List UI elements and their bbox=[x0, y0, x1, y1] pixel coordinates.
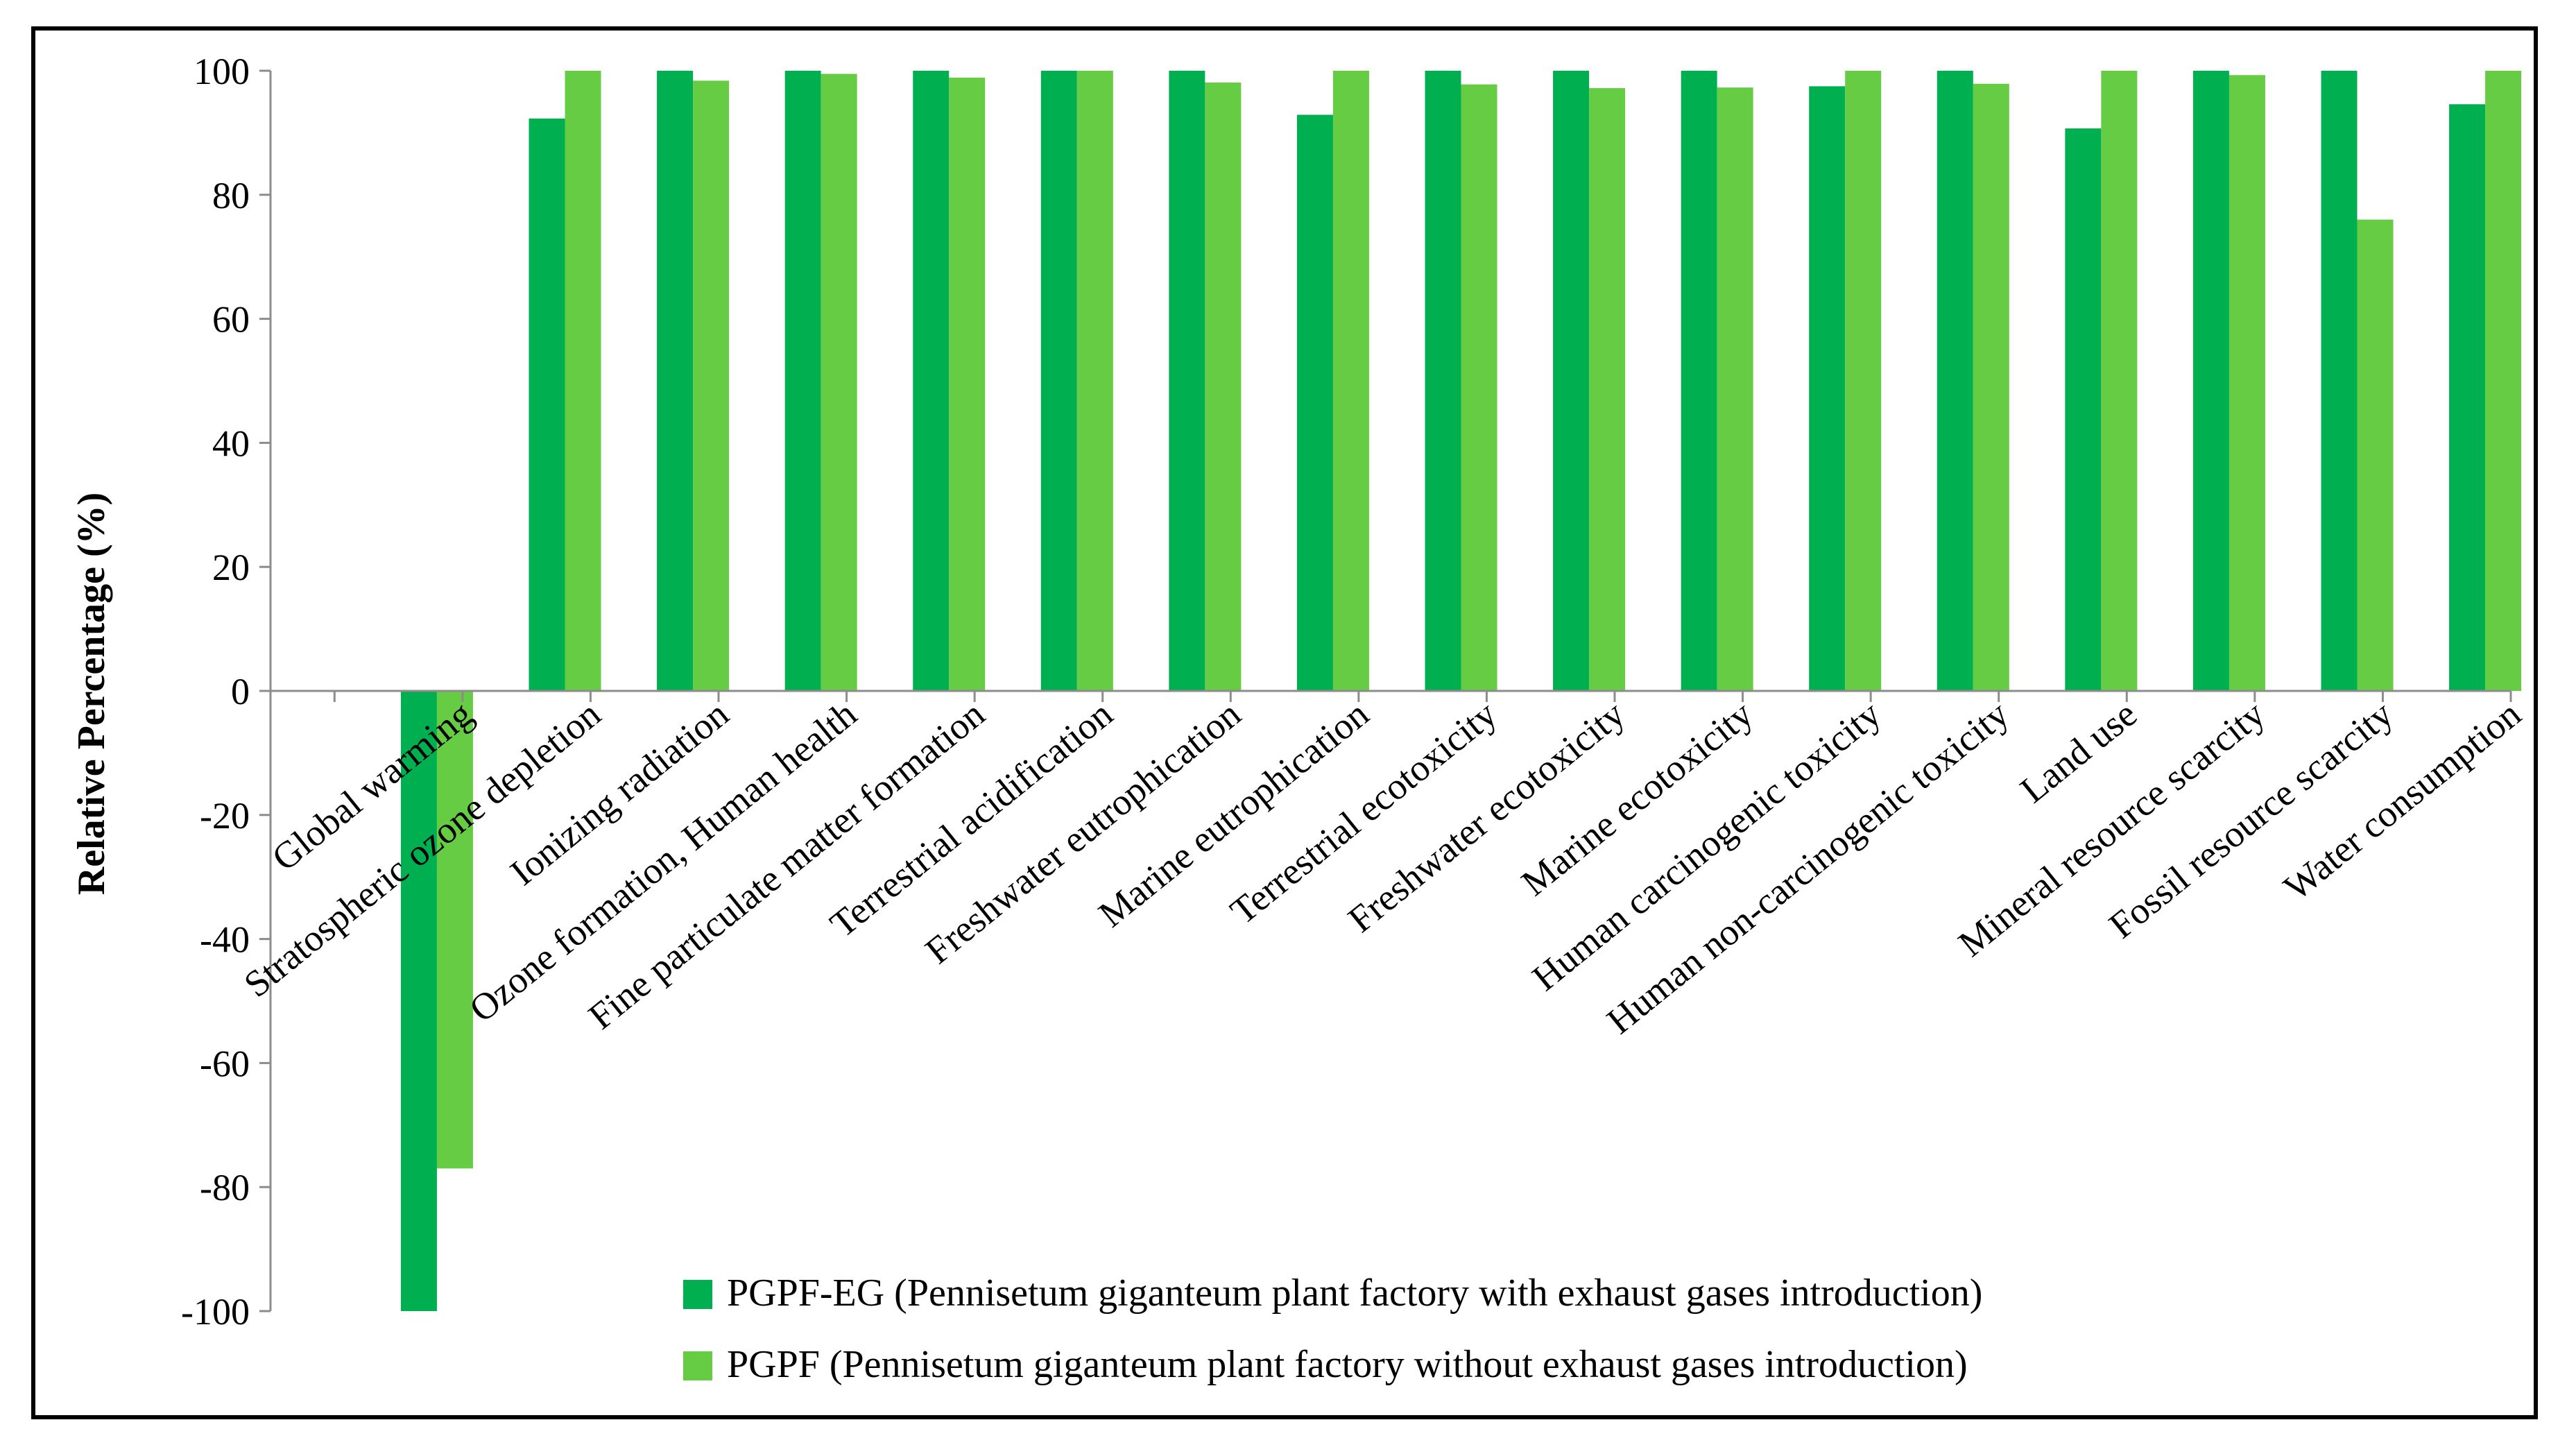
y-tick-label: 100 bbox=[194, 51, 250, 92]
bar-series-0-12 bbox=[1937, 71, 1973, 691]
y-tick-label: 60 bbox=[212, 299, 250, 341]
bar-series-1-8 bbox=[1461, 84, 1497, 692]
category-label: Ionizing radiation bbox=[502, 693, 736, 893]
bar-series-0-13 bbox=[2065, 128, 2102, 692]
legend-label-pgpf: PGPF (Pennisetum giganteum plant factory… bbox=[727, 1343, 1968, 1386]
legend: PGPF-EG (Pennisetum giganteum plant fact… bbox=[683, 1272, 1982, 1386]
bar-series-0-15 bbox=[2321, 71, 2358, 691]
bar-series-0-6 bbox=[1169, 71, 1205, 691]
bar-series-1-1 bbox=[565, 71, 601, 691]
category-label: Water consumption bbox=[2276, 693, 2528, 909]
bar-series-0-8 bbox=[1425, 71, 1461, 691]
category-label: Marine ecotoxicity bbox=[1513, 693, 1760, 904]
bar-series-0-4 bbox=[913, 71, 950, 691]
legend-swatch-pgpf-eg bbox=[683, 1280, 712, 1309]
y-tick-label: -80 bbox=[200, 1167, 250, 1208]
bar-series-0-16 bbox=[2449, 104, 2486, 691]
bar-series-1-7 bbox=[1332, 71, 1369, 691]
y-tick-label: 80 bbox=[212, 175, 250, 216]
bar-series-1-4 bbox=[949, 77, 986, 692]
bar-series-0-10 bbox=[1681, 71, 1717, 691]
legend-swatch-pgpf bbox=[683, 1351, 712, 1380]
bar-series-1-3 bbox=[821, 74, 857, 692]
bar-series-1-5 bbox=[1076, 71, 1113, 691]
bar-series-1-10 bbox=[1717, 87, 1753, 691]
y-axis-label: Relative Percentage (%) bbox=[70, 493, 113, 895]
y-tick-label: -40 bbox=[200, 919, 250, 961]
bar-series-1-15 bbox=[2357, 219, 2394, 691]
y-tick-label: 40 bbox=[212, 422, 250, 464]
bar-series-0-2 bbox=[657, 71, 694, 691]
bar-series-1-6 bbox=[1205, 82, 1242, 691]
bar-series-0-11 bbox=[1809, 86, 1846, 692]
bar-series-0-9 bbox=[1553, 71, 1590, 691]
bar-series-1-0 bbox=[436, 691, 473, 1169]
y-tick-label: 0 bbox=[231, 671, 250, 712]
legend-label-pgpf-eg: PGPF-EG (Pennisetum giganteum plant fact… bbox=[727, 1272, 1982, 1315]
bar-series-1-11 bbox=[1845, 71, 1882, 691]
bar-series-1-13 bbox=[2101, 71, 2138, 691]
bar-series-1-16 bbox=[2485, 71, 2522, 691]
y-tick-label: -100 bbox=[181, 1291, 250, 1333]
bar-series-0-14 bbox=[2192, 71, 2229, 691]
bar-series-0-0 bbox=[400, 691, 437, 1311]
y-tick-label: -60 bbox=[200, 1043, 250, 1084]
bar-series-0-5 bbox=[1040, 71, 1077, 691]
bar-series-0-1 bbox=[529, 118, 565, 691]
y-tick-label: 20 bbox=[212, 547, 250, 588]
bar-series-1-12 bbox=[1973, 83, 2009, 692]
bar-series-0-7 bbox=[1296, 114, 1333, 691]
bar-series-0-3 bbox=[784, 71, 821, 691]
bar-series-1-2 bbox=[693, 80, 730, 691]
bar-series-1-9 bbox=[1589, 88, 1626, 692]
bar-series-1-14 bbox=[2229, 75, 2265, 692]
y-tick-label: -20 bbox=[200, 795, 250, 837]
